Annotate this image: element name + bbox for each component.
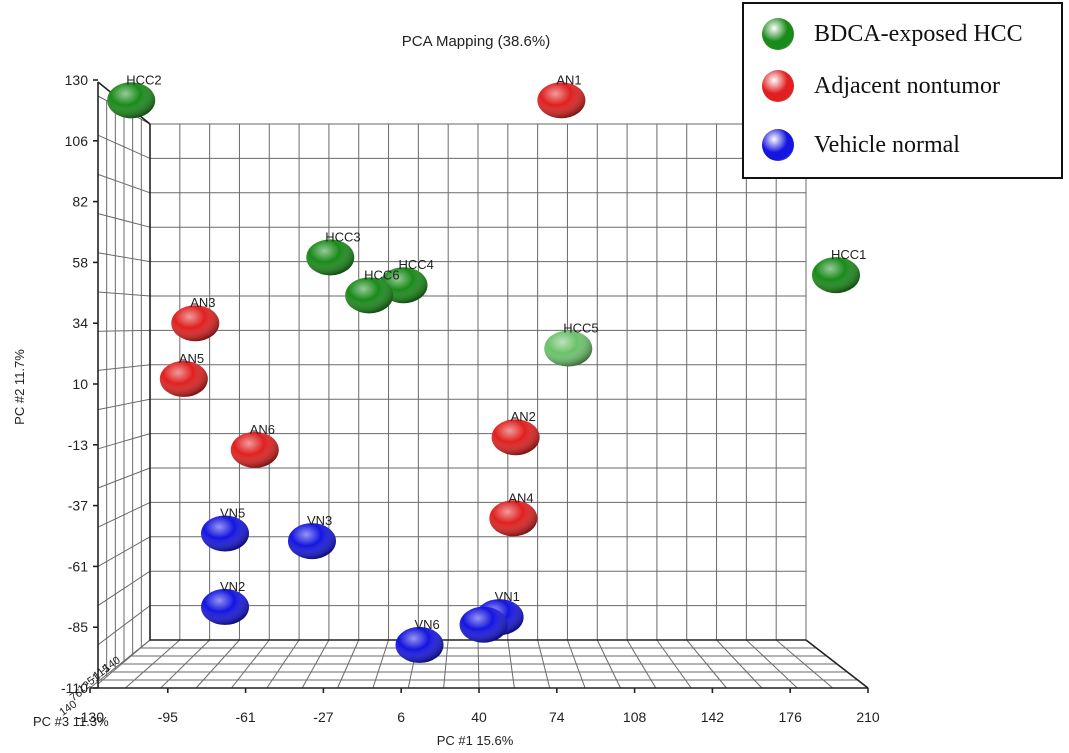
x-tick-label: -61 (235, 709, 255, 725)
point-layer: HCC1HCC2HCC3HCC4HCC6HCC5AN1AN2AN3AN4AN5A… (107, 72, 866, 663)
legend: BDCA-exposed HCC Adjacent nontumor Vehic… (742, 2, 1063, 179)
data-point-an1: AN1 (537, 72, 586, 119)
series-2: VN1 VN2 VN3 VN5 VN6 (201, 505, 524, 663)
point-label: VN1 (495, 589, 520, 604)
point-shading (171, 305, 220, 342)
legend-item-adjacent: Adjacent nontumor (762, 68, 1000, 104)
z-tick-label: 76 (68, 687, 85, 704)
point-shading (491, 419, 540, 456)
data-point-hcc1: HCC1 (811, 247, 866, 294)
x-tick-label: 176 (779, 709, 803, 725)
x-tick-label: 142 (701, 709, 725, 725)
floor-right-edge (805, 639, 869, 689)
y-tick-label: -85 (68, 619, 88, 635)
x-tick-label: -95 (158, 709, 178, 725)
point-shading (544, 330, 593, 367)
y-tick-label: 130 (65, 72, 89, 88)
data-point-hcc6: HCC6 (345, 267, 400, 314)
legend-item-vehicle: Vehicle normal (762, 127, 960, 163)
x-tick-label: -27 (313, 709, 333, 725)
point-shading (345, 277, 394, 314)
point-shading (537, 82, 586, 119)
point-label: AN3 (190, 295, 215, 310)
data-point-vn6: VN6 (395, 617, 444, 663)
y-axis-label: PC #2 11.7% (12, 349, 27, 425)
point-shading (811, 257, 860, 294)
grid-layer (89, 81, 869, 689)
point-label: HCC3 (325, 229, 360, 244)
data-point-hcc4: HCC4 (379, 257, 434, 304)
y-tick-label: 58 (72, 254, 88, 270)
x-tick-label: -130 (76, 709, 104, 725)
data-point (459, 606, 508, 643)
data-point-an2: AN2 (491, 409, 540, 456)
legend-label-hcc: BDCA-exposed HCC (814, 20, 1023, 47)
legend-marker-vehicle (762, 129, 794, 161)
point-shading (201, 588, 250, 625)
y-axis-ticks: 130 106 82 58 34 10 -13 -37 -61 -85 -110 (61, 72, 98, 696)
data-point-hcc5: HCC5 (544, 321, 599, 367)
point-shading (287, 523, 336, 560)
point-shading (395, 626, 444, 663)
x-tick-label: 40 (471, 709, 487, 725)
y-tick-label: 106 (65, 133, 89, 149)
x-tick-label: 210 (856, 709, 880, 725)
wall-edge (149, 124, 806, 641)
x-axis-ticks: -130 -95 -61 -27 6 40 74 108 142 176 210 (76, 688, 880, 725)
x-tick-label: 74 (549, 709, 565, 725)
z-axis-label: PC #3 11.3% (33, 714, 109, 729)
chart-title: PCA Mapping (38.6%) (402, 33, 550, 50)
point-shading (459, 606, 508, 643)
y-tick-label: 34 (72, 315, 88, 331)
data-point-vn2: VN2 (201, 579, 250, 625)
data-point-hcc3: HCC3 (306, 229, 361, 276)
legend-marker-adjacent (762, 70, 794, 102)
point-label: AN6 (250, 422, 275, 437)
point-label: AN1 (556, 72, 581, 87)
z-tick-label: 12 (76, 679, 93, 696)
legend-label-vehicle: Vehicle normal (814, 131, 960, 158)
data-point-an4: AN4 (489, 490, 538, 537)
data-point-an3: AN3 (171, 295, 220, 342)
data-point-hcc2: HCC2 (107, 72, 162, 119)
y-tick-label: 10 (72, 376, 88, 392)
point-label: AN2 (511, 409, 536, 424)
point-shading (107, 82, 156, 119)
point-shading (159, 360, 208, 397)
x-tick-label: 108 (623, 709, 647, 725)
legend-marker-hcc (762, 18, 794, 50)
y-tick-label: 82 (72, 194, 88, 210)
x-axis-label: PC #1 15.6% (437, 733, 514, 748)
point-label: VN6 (415, 617, 440, 632)
point-shading (489, 500, 538, 537)
point-label: HCC2 (126, 72, 161, 87)
legend-label-adjacent: Adjacent nontumor (814, 72, 1000, 99)
x-tick-label: 6 (397, 709, 405, 725)
point-label: AN4 (508, 490, 533, 505)
data-point-vn3: VN3 (287, 513, 336, 560)
legend-item-hcc: BDCA-exposed HCC (762, 16, 1023, 52)
data-point-vn5: VN5 (201, 505, 250, 552)
point-label: HCC4 (398, 257, 433, 272)
point-label: VN2 (220, 579, 245, 594)
data-point-an5: AN5 (159, 351, 208, 397)
point-label: HCC1 (831, 247, 866, 262)
point-label: VN3 (307, 513, 332, 528)
y-tick-label: -13 (68, 437, 88, 453)
point-shading (230, 431, 279, 468)
point-label: VN5 (220, 505, 245, 520)
point-label: HCC5 (563, 321, 598, 336)
point-label: AN5 (179, 351, 204, 366)
y-tick-label: -110 (61, 680, 88, 696)
point-shading (201, 515, 250, 552)
y-tick-label: -37 (68, 498, 88, 514)
y-tick-label: -61 (68, 558, 88, 574)
series-1: AN1 AN2 AN3 AN4 AN5 AN6 (159, 72, 586, 537)
data-point-an6: AN6 (230, 422, 279, 468)
point-shading (306, 239, 355, 276)
point-label: HCC6 (364, 267, 399, 282)
